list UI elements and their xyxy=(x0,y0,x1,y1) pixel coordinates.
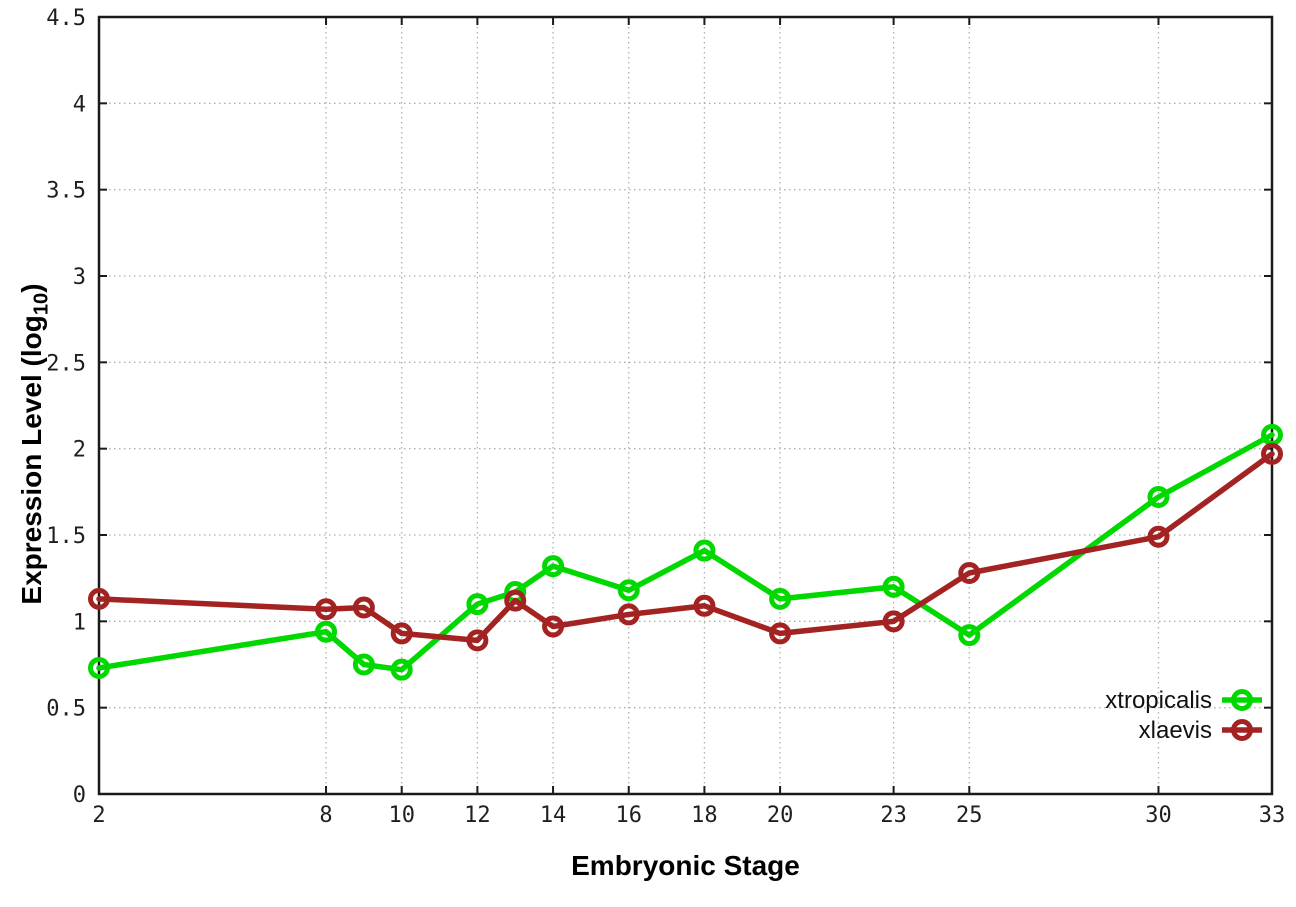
series-xtropicalis-point xyxy=(617,579,640,602)
series-xlaevis-point xyxy=(958,561,981,584)
y-tick-label: 2 xyxy=(73,438,86,463)
series-xlaevis-point xyxy=(88,587,110,610)
series-xlaevis-point xyxy=(1147,525,1170,548)
series-xlaevis-point xyxy=(390,622,413,645)
series-xtropicalis-point xyxy=(390,658,413,681)
y-tick-label: 3 xyxy=(73,265,86,290)
x-tick-label: 25 xyxy=(956,803,983,828)
series-xtropicalis-point xyxy=(882,575,905,598)
x-tick-label: 30 xyxy=(1145,803,1172,828)
y-tick-label: 0 xyxy=(73,783,86,808)
x-tick-label: 33 xyxy=(1259,803,1286,828)
series-xtropicalis-point xyxy=(1147,486,1170,509)
series-xlaevis-point xyxy=(352,596,375,619)
series-xlaevis-point xyxy=(466,629,489,652)
y-axis-title: Expression Level (log10) xyxy=(16,234,53,654)
x-tick-label: 23 xyxy=(880,803,907,828)
series-xtropicalis-point xyxy=(693,539,716,562)
x-tick-label: 8 xyxy=(319,803,332,828)
y-tick-label: 3.5 xyxy=(46,179,86,204)
x-tick-label: 18 xyxy=(691,803,718,828)
series-xlaevis-line xyxy=(96,451,1275,644)
series-xlaevis-point xyxy=(542,615,565,638)
x-tick-label: 2 xyxy=(92,803,105,828)
legend-label-xlaevis: xlaevis xyxy=(1139,717,1212,744)
legend-label-xtropicalis: xtropicalis xyxy=(1105,687,1212,714)
y-tick-label: 1.5 xyxy=(46,524,86,549)
series-xtropicalis-line xyxy=(96,432,1275,673)
y-tick-label: 4 xyxy=(73,92,86,117)
x-tick-label: 12 xyxy=(464,803,491,828)
series-xlaevis-point xyxy=(769,622,792,645)
legend-sample-marker-xtropicalis xyxy=(1231,689,1253,711)
y-tick-label: 2.5 xyxy=(46,351,86,376)
y-tick-label: 0.5 xyxy=(46,697,86,722)
y-axis-title-text: Expression Level (log xyxy=(16,315,47,605)
series-xtropicalis-point xyxy=(315,620,338,643)
series-xtropicalis-point xyxy=(769,587,792,610)
series-xtropicalis-point xyxy=(542,555,565,578)
x-tick-label: 16 xyxy=(615,803,642,828)
x-tick-label: 10 xyxy=(388,803,415,828)
series-xlaevis-point xyxy=(504,589,527,612)
y-tick-label: 1 xyxy=(73,610,86,635)
series-xlaevis-point xyxy=(882,610,905,633)
x-axis-title: Embryonic Stage xyxy=(571,850,800,881)
y-tick-label: 4.5 xyxy=(46,6,86,31)
series-xlaevis-point xyxy=(1261,442,1283,465)
series-xlaevis-point xyxy=(693,594,716,617)
series-xtropicalis-point xyxy=(958,624,981,647)
plot-border xyxy=(97,15,1274,796)
series-xtropicalis-point xyxy=(352,653,375,676)
y-axis-title-subscript: 10 xyxy=(30,292,53,316)
x-tick-label: 14 xyxy=(540,803,567,828)
x-tick-label: 20 xyxy=(767,803,794,828)
series-xlaevis-point xyxy=(617,603,640,626)
series-xlaevis-point xyxy=(315,598,338,621)
series-xtropicalis-point xyxy=(466,593,489,616)
series-xtropicalis-point xyxy=(88,656,110,679)
legend-sample-marker-xlaevis xyxy=(1231,719,1253,741)
y-axis-title-suffix: ) xyxy=(16,283,47,293)
